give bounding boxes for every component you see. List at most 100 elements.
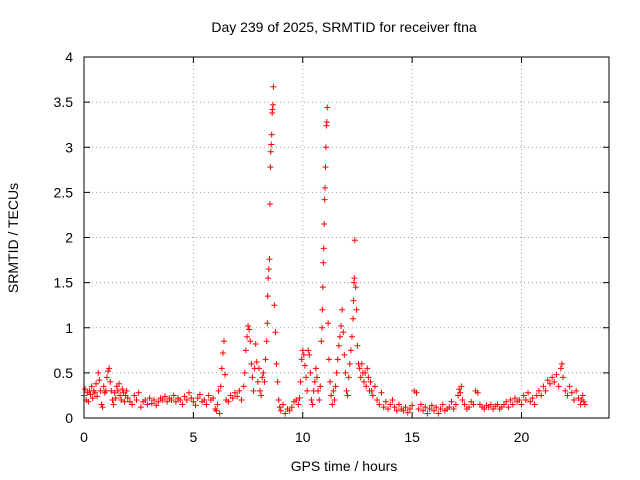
data-point bbox=[307, 369, 314, 376]
data-point bbox=[116, 380, 122, 387]
data-point bbox=[324, 104, 331, 111]
data-point bbox=[172, 398, 179, 405]
data-point bbox=[542, 387, 549, 394]
y-tick-label: 1 bbox=[65, 320, 73, 336]
data-point bbox=[293, 396, 300, 403]
data-point bbox=[94, 393, 101, 400]
data-point bbox=[275, 396, 282, 403]
data-point bbox=[264, 320, 271, 327]
data-point bbox=[218, 365, 225, 372]
data-point bbox=[525, 389, 532, 396]
data-point bbox=[322, 144, 329, 151]
data-point bbox=[256, 365, 262, 372]
data-point bbox=[422, 404, 429, 411]
x-tick-label: 10 bbox=[295, 429, 311, 445]
data-point bbox=[564, 392, 571, 399]
data-point bbox=[357, 374, 364, 381]
x-axis-title: GPS time / hours bbox=[291, 458, 398, 474]
data-point bbox=[270, 83, 277, 90]
data-point bbox=[276, 404, 283, 411]
data-point bbox=[272, 329, 279, 336]
x-tick-label: 0 bbox=[80, 429, 88, 445]
data-point bbox=[376, 401, 383, 408]
data-point bbox=[260, 369, 267, 376]
data-point bbox=[415, 405, 422, 412]
data-point bbox=[315, 387, 322, 394]
data-point bbox=[135, 389, 142, 396]
data-point bbox=[153, 402, 160, 409]
data-point bbox=[387, 401, 394, 408]
data-point bbox=[334, 356, 341, 363]
data-point bbox=[192, 402, 199, 409]
data-point bbox=[271, 302, 278, 309]
data-point bbox=[426, 405, 433, 412]
data-point bbox=[487, 401, 494, 408]
data-point bbox=[252, 340, 259, 347]
data-point bbox=[461, 401, 468, 408]
data-point bbox=[308, 396, 315, 403]
data-point bbox=[353, 306, 360, 313]
data-point bbox=[579, 392, 586, 399]
data-point bbox=[365, 374, 372, 381]
y-tick-label: 4 bbox=[65, 49, 73, 65]
data-point bbox=[102, 387, 109, 394]
data-point bbox=[282, 410, 289, 417]
data-point bbox=[369, 392, 376, 399]
data-point bbox=[288, 404, 295, 411]
data-point bbox=[435, 410, 442, 417]
data-point bbox=[164, 398, 171, 405]
data-point bbox=[361, 378, 367, 385]
data-point bbox=[246, 326, 253, 333]
data-point bbox=[243, 333, 250, 340]
data-point bbox=[225, 398, 232, 405]
data-point bbox=[448, 398, 455, 405]
data-point bbox=[351, 275, 358, 282]
data-point bbox=[240, 383, 247, 390]
data-point bbox=[196, 391, 203, 398]
data-point bbox=[571, 396, 577, 403]
data-point bbox=[213, 407, 220, 414]
data-point bbox=[215, 387, 222, 394]
data-point bbox=[146, 395, 153, 402]
data-point bbox=[88, 383, 95, 390]
data-point bbox=[389, 396, 396, 403]
y-tick-label: 2.5 bbox=[54, 184, 74, 200]
data-point bbox=[309, 401, 316, 408]
y-tick-label: 0.5 bbox=[54, 365, 74, 381]
data-point bbox=[323, 118, 330, 125]
data-point bbox=[148, 400, 155, 407]
data-point bbox=[168, 396, 175, 403]
data-point bbox=[546, 380, 553, 387]
data-point bbox=[318, 338, 325, 345]
data-point bbox=[555, 383, 562, 390]
data-point bbox=[380, 404, 387, 411]
y-tick-label: 2 bbox=[65, 230, 73, 246]
data-points bbox=[81, 83, 588, 417]
y-tick-label: 3 bbox=[65, 139, 73, 155]
data-point bbox=[312, 365, 319, 372]
data-point bbox=[354, 342, 361, 349]
data-point bbox=[568, 389, 575, 396]
data-point bbox=[242, 347, 249, 354]
data-point bbox=[481, 405, 488, 412]
data-point bbox=[320, 245, 327, 252]
data-point bbox=[549, 374, 556, 381]
data-point bbox=[151, 396, 157, 403]
data-point bbox=[368, 387, 375, 394]
data-point bbox=[371, 383, 378, 390]
data-point bbox=[181, 393, 188, 400]
data-point bbox=[298, 356, 305, 363]
data-point bbox=[270, 101, 276, 108]
data-point bbox=[406, 405, 413, 412]
data-point bbox=[527, 398, 534, 405]
data-point bbox=[217, 383, 224, 390]
data-point bbox=[297, 378, 304, 385]
data-point bbox=[219, 350, 226, 357]
data-point bbox=[296, 395, 303, 402]
data-point bbox=[247, 338, 254, 345]
data-point bbox=[95, 369, 102, 376]
data-point bbox=[573, 387, 580, 394]
y-axis-title: SRMTID / TECUs bbox=[5, 183, 21, 293]
